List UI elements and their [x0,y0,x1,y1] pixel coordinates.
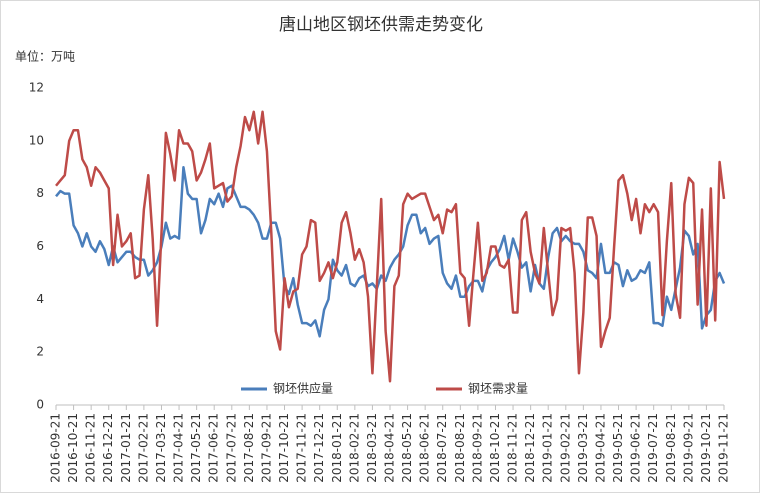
x-tick-label: 2018-10-21 [488,413,502,483]
x-tick-label: 2017-03-21 [154,413,168,483]
x-tick-label: 2017-10-21 [277,413,291,483]
y-tick-label: 12 [29,81,44,95]
x-tick-label: 2018-09-21 [470,413,484,483]
x-tick-label: 2018-12-21 [523,413,537,483]
x-tick-label: 2017-09-21 [259,413,273,483]
legend-label: 钢坯需求量 [468,382,528,396]
y-tick-label: 4 [36,292,44,306]
x-tick-label: 2016-11-21 [84,413,98,483]
x-tick-label: 2019-03-21 [576,413,590,483]
x-tick-label: 2017-08-21 [242,413,256,483]
legend-label: 钢坯供应量 [273,381,333,396]
x-tick-label: 2018-04-21 [383,413,397,483]
x-tick-label: 2019-09-21 [681,413,695,483]
x-tick-label: 2018-06-21 [418,413,432,483]
x-tick-label: 2018-01-21 [330,413,344,483]
x-tick-label: 2019-05-21 [611,413,625,483]
x-tick-label: 2019-06-21 [629,413,643,483]
y-tick-label: 10 [29,133,44,147]
x-tick-label: 2017-01-21 [119,413,133,483]
x-tick-label: 2019-01-21 [541,413,555,483]
y-tick-label: 2 [36,345,44,359]
x-tick-label: 2016-10-21 [66,413,80,483]
x-tick-label: 2017-05-21 [189,413,203,483]
x-tick-label: 2018-11-21 [506,413,520,483]
x-tick-label: 2018-03-21 [365,413,379,483]
x-tick-label: 2018-08-21 [453,413,467,483]
series-line [55,110,726,383]
y-tick-label: 0 [36,398,44,412]
x-tick-label: 2017-06-21 [207,413,221,483]
x-tick-label: 2019-02-21 [558,413,572,483]
x-tick-label: 2018-07-21 [435,413,449,483]
x-tick-label: 2017-04-21 [172,413,186,483]
x-tick-label: 2016-12-21 [101,413,115,483]
x-tick-label: 2019-11-21 [717,413,731,483]
x-tick-label: 2016-09-21 [49,413,63,483]
x-tick-label: 2019-08-21 [664,413,678,483]
chart-title: 唐山地区钢坯供需走势变化 [279,14,483,35]
x-tick-label: 2018-05-21 [400,413,414,483]
y-tick-label: 8 [36,186,44,200]
x-tick-label: 2019-07-21 [646,413,660,483]
x-tick-label: 2017-07-21 [224,413,238,483]
y-tick-label: 6 [36,239,44,253]
x-tick-label: 2017-11-21 [295,413,309,483]
x-tick-label: 2017-12-21 [312,413,326,483]
unit-label: 单位：万吨 [15,49,75,64]
x-tick-label: 2017-02-21 [136,413,150,483]
x-tick-label: 2019-10-21 [699,413,713,483]
x-tick-label: 2019-04-21 [593,413,607,483]
x-tick-label: 2018-02-21 [347,413,361,483]
